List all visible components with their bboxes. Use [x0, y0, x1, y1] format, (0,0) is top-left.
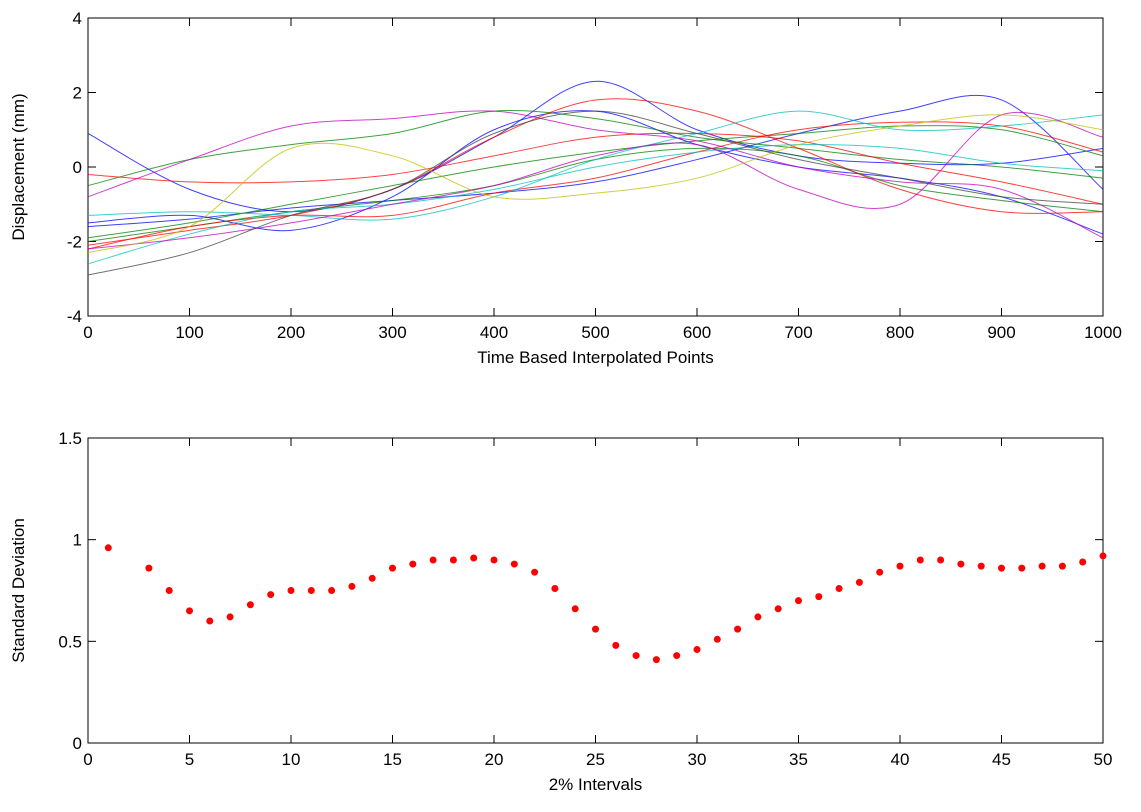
- point: [592, 625, 599, 633]
- x-tick-label: 30: [688, 750, 707, 769]
- point: [652, 656, 660, 664]
- x-tick-label: 400: [480, 323, 508, 342]
- y-tick-label: 4: [73, 9, 82, 28]
- point: [226, 613, 234, 621]
- series-line: [87, 110, 1104, 239]
- point: [632, 652, 640, 660]
- point: [734, 625, 742, 633]
- point: [145, 564, 153, 572]
- point: [673, 652, 681, 660]
- point: [571, 605, 579, 613]
- point: [267, 591, 275, 599]
- x-tick-label: 10: [282, 750, 301, 769]
- y-tick-label: 2: [73, 84, 82, 103]
- x-tick-label: 900: [987, 323, 1015, 342]
- x-tick-label: 35: [789, 750, 808, 769]
- point: [348, 582, 356, 590]
- point: [998, 564, 1005, 572]
- x-tick-label: 20: [485, 750, 504, 769]
- x-tick-label: 1000: [1084, 323, 1122, 342]
- point: [835, 584, 843, 592]
- y-tick-label: 1: [73, 531, 82, 550]
- x-tick-label: 0: [83, 750, 92, 769]
- point: [165, 587, 173, 594]
- x-tick-label: 800: [886, 323, 914, 342]
- x-axis-label: 2% Intervals: [549, 775, 643, 794]
- point: [328, 587, 336, 594]
- point: [1079, 558, 1087, 566]
- x-axis-label: Time Based Interpolated Points: [477, 348, 714, 367]
- x-tick-label: 5: [185, 750, 194, 769]
- x-tick-label: 45: [992, 750, 1011, 769]
- x-tick-label: 200: [277, 323, 305, 342]
- point: [916, 556, 924, 564]
- point: [1018, 564, 1026, 572]
- series-line: [87, 110, 1104, 187]
- x-tick-label: 40: [891, 750, 910, 769]
- y-tick-label: 0.5: [58, 632, 82, 651]
- point: [531, 568, 539, 576]
- point: [795, 597, 802, 605]
- x-tick-label: 15: [383, 750, 402, 769]
- point: [368, 574, 376, 582]
- y-tick-label: 0: [73, 734, 82, 753]
- x-tick-label: 0: [83, 323, 92, 342]
- point: [389, 564, 396, 572]
- point: [754, 613, 762, 621]
- series-line: [87, 98, 1104, 246]
- point: [287, 587, 295, 594]
- point: [1099, 552, 1107, 560]
- x-tick-label: 700: [784, 323, 812, 342]
- point: [104, 544, 112, 552]
- axes-box: [87, 437, 1104, 744]
- y-tick-label: -2: [67, 233, 82, 252]
- series-line: [87, 114, 1104, 254]
- point: [1058, 562, 1066, 570]
- point: [449, 556, 457, 564]
- point: [693, 645, 701, 653]
- x-tick-label: 600: [683, 323, 711, 342]
- point: [774, 605, 782, 613]
- point: [713, 635, 721, 643]
- point: [470, 554, 478, 562]
- point: [307, 587, 315, 594]
- point: [957, 560, 965, 568]
- point: [246, 601, 254, 609]
- x-tick-label: 50: [1094, 750, 1113, 769]
- series-line: [87, 143, 1104, 265]
- point: [896, 562, 904, 570]
- point: [612, 641, 620, 649]
- y-tick-label: 0: [73, 158, 82, 177]
- point: [490, 556, 498, 564]
- x-tick-label: 300: [378, 323, 406, 342]
- x-tick-label: 500: [581, 323, 609, 342]
- point: [855, 578, 863, 586]
- point: [186, 607, 193, 615]
- point: [977, 562, 985, 570]
- point: [551, 584, 559, 592]
- y-tick-label: 1.5: [58, 429, 82, 448]
- x-tick-label: 25: [586, 750, 605, 769]
- series-line: [87, 110, 1104, 276]
- point: [206, 617, 214, 625]
- series-line: [87, 110, 1104, 221]
- point: [409, 560, 417, 568]
- x-tick-label: 100: [175, 323, 203, 342]
- y-axis-label: Displacement (mm): [9, 93, 28, 240]
- y-tick-label: -4: [67, 307, 82, 326]
- point: [876, 568, 884, 576]
- series-line: [87, 132, 1104, 205]
- point: [1038, 562, 1046, 570]
- point: [815, 593, 823, 601]
- point: [937, 556, 945, 564]
- series-line: [87, 125, 1104, 239]
- point: [510, 560, 518, 568]
- point: [429, 556, 437, 564]
- series-line: [87, 111, 1104, 250]
- series-line: [87, 94, 1104, 228]
- y-axis-label: Standard Deviation: [9, 518, 28, 663]
